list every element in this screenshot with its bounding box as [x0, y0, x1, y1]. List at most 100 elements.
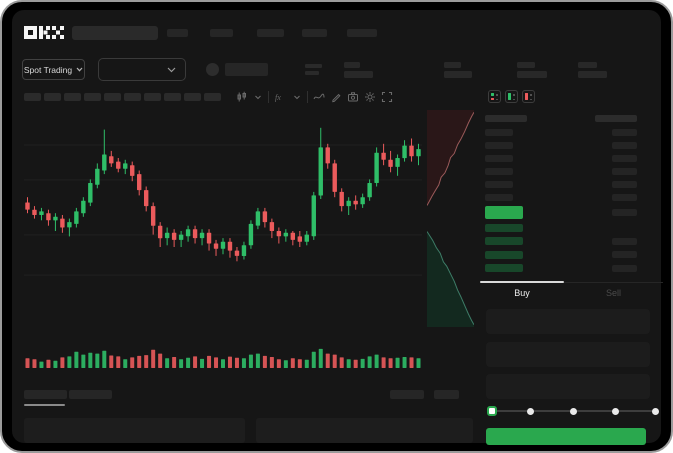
order-book-ask-row[interactable] — [485, 152, 637, 165]
order-book-ask-row[interactable] — [485, 178, 637, 191]
candle — [137, 170, 142, 196]
order-book-ask-row[interactable] — [485, 191, 637, 204]
trading-mode-dropdown[interactable]: Spot Trading — [22, 59, 85, 80]
volume-bar — [53, 360, 58, 368]
candlestick-icon[interactable] — [236, 91, 248, 103]
buy-tab-underline — [480, 281, 564, 283]
volume-bar — [95, 353, 100, 368]
volume-bar — [409, 357, 414, 368]
total-field[interactable] — [486, 374, 650, 399]
tab-buy[interactable]: Buy — [514, 288, 530, 298]
line-type-icon[interactable] — [313, 91, 325, 103]
orders-tab[interactable] — [24, 390, 67, 399]
interval-button[interactable] — [84, 93, 101, 101]
slider-stop[interactable] — [612, 408, 619, 415]
price-field[interactable] — [486, 309, 650, 334]
volume-bar — [304, 359, 309, 368]
order-book-header — [485, 115, 637, 122]
order-book-bids — [485, 221, 637, 275]
slider-stop[interactable] — [527, 408, 534, 415]
nav-item[interactable] — [257, 29, 284, 37]
toolbar-intervals — [24, 93, 221, 101]
last-price-row[interactable] — [485, 205, 637, 219]
volume-bar — [353, 359, 358, 368]
amount-field[interactable] — [486, 342, 650, 367]
slider-stop[interactable] — [652, 408, 659, 415]
book-both-icon[interactable] — [488, 90, 501, 103]
volume-bar — [67, 356, 72, 368]
nav-item[interactable] — [210, 29, 233, 37]
slider-handle[interactable] — [487, 406, 497, 416]
pair-dropdown[interactable] — [98, 58, 186, 81]
orders-table-placeholder — [24, 418, 245, 443]
order-book-ask-row[interactable] — [485, 139, 637, 152]
candle — [95, 163, 100, 189]
interval-button[interactable] — [124, 93, 141, 101]
fullscreen-icon[interactable] — [381, 91, 393, 103]
volume-bar — [339, 357, 344, 368]
book-sell-icon[interactable] — [522, 90, 535, 103]
candle — [227, 238, 233, 258]
interval-button[interactable] — [184, 93, 201, 101]
volume-bar — [388, 358, 393, 368]
candle — [283, 229, 289, 242]
volume-bar — [32, 359, 37, 368]
order-book-bid-row[interactable] — [485, 262, 637, 276]
interval-button[interactable] — [144, 93, 161, 101]
interval-button[interactable] — [204, 93, 221, 101]
toolbar-icons: fx — [236, 90, 393, 104]
search-input[interactable] — [72, 26, 158, 40]
interval-button[interactable] — [164, 93, 181, 101]
buy-submit-button[interactable] — [486, 428, 646, 445]
order-book-ask-row[interactable] — [485, 126, 637, 139]
candle — [192, 225, 198, 244]
candle — [360, 193, 365, 208]
book-buy-icon[interactable] — [505, 90, 518, 103]
nav-item[interactable] — [347, 29, 377, 37]
candle — [143, 186, 149, 212]
nav-item[interactable] — [302, 29, 327, 37]
tab-sell[interactable]: Sell — [605, 288, 621, 298]
volume-bar — [116, 356, 121, 368]
candle — [374, 147, 379, 187]
candlestick-chart[interactable] — [24, 114, 422, 309]
pair-name[interactable] — [225, 63, 268, 76]
last-price-badge — [485, 205, 523, 219]
chevron-down-icon[interactable] — [292, 92, 302, 102]
interval-button[interactable] — [64, 93, 81, 101]
volume-bar — [39, 361, 44, 368]
table-action[interactable] — [390, 390, 424, 399]
nav-item[interactable] — [167, 29, 188, 37]
volume-bar — [60, 357, 65, 368]
slider-stop[interactable] — [569, 408, 577, 415]
candle — [248, 220, 254, 249]
chevron-down-icon — [167, 67, 176, 72]
volume-bar — [262, 355, 267, 368]
snapshot-icon[interactable] — [347, 91, 359, 103]
volume-chart — [25, 348, 421, 368]
indicators-icon[interactable]: fx — [274, 91, 287, 103]
order-book-bid-row[interactable] — [485, 221, 637, 235]
amount-slider[interactable] — [487, 405, 659, 417]
candle — [367, 179, 372, 201]
price-stack — [305, 64, 322, 75]
interval-button[interactable] — [104, 93, 121, 101]
history-tab[interactable] — [69, 390, 112, 399]
table-action[interactable] — [434, 390, 459, 399]
interval-button[interactable] — [24, 93, 41, 101]
settings-icon[interactable] — [364, 91, 376, 103]
draw-icon[interactable] — [330, 91, 342, 103]
candle — [325, 143, 330, 169]
interval-button[interactable] — [44, 93, 61, 101]
chevron-down-icon[interactable] — [253, 92, 263, 102]
order-book-ask-row[interactable] — [485, 165, 637, 178]
volume-bar — [248, 354, 253, 368]
candle — [67, 218, 72, 237]
candle — [39, 207, 44, 221]
pair-coin-icon — [206, 63, 219, 76]
order-book-bid-row[interactable] — [485, 248, 637, 262]
order-book-bid-row[interactable] — [485, 235, 637, 249]
candle — [388, 150, 393, 173]
order-book-view-toggles — [488, 90, 535, 103]
candle — [255, 207, 261, 230]
